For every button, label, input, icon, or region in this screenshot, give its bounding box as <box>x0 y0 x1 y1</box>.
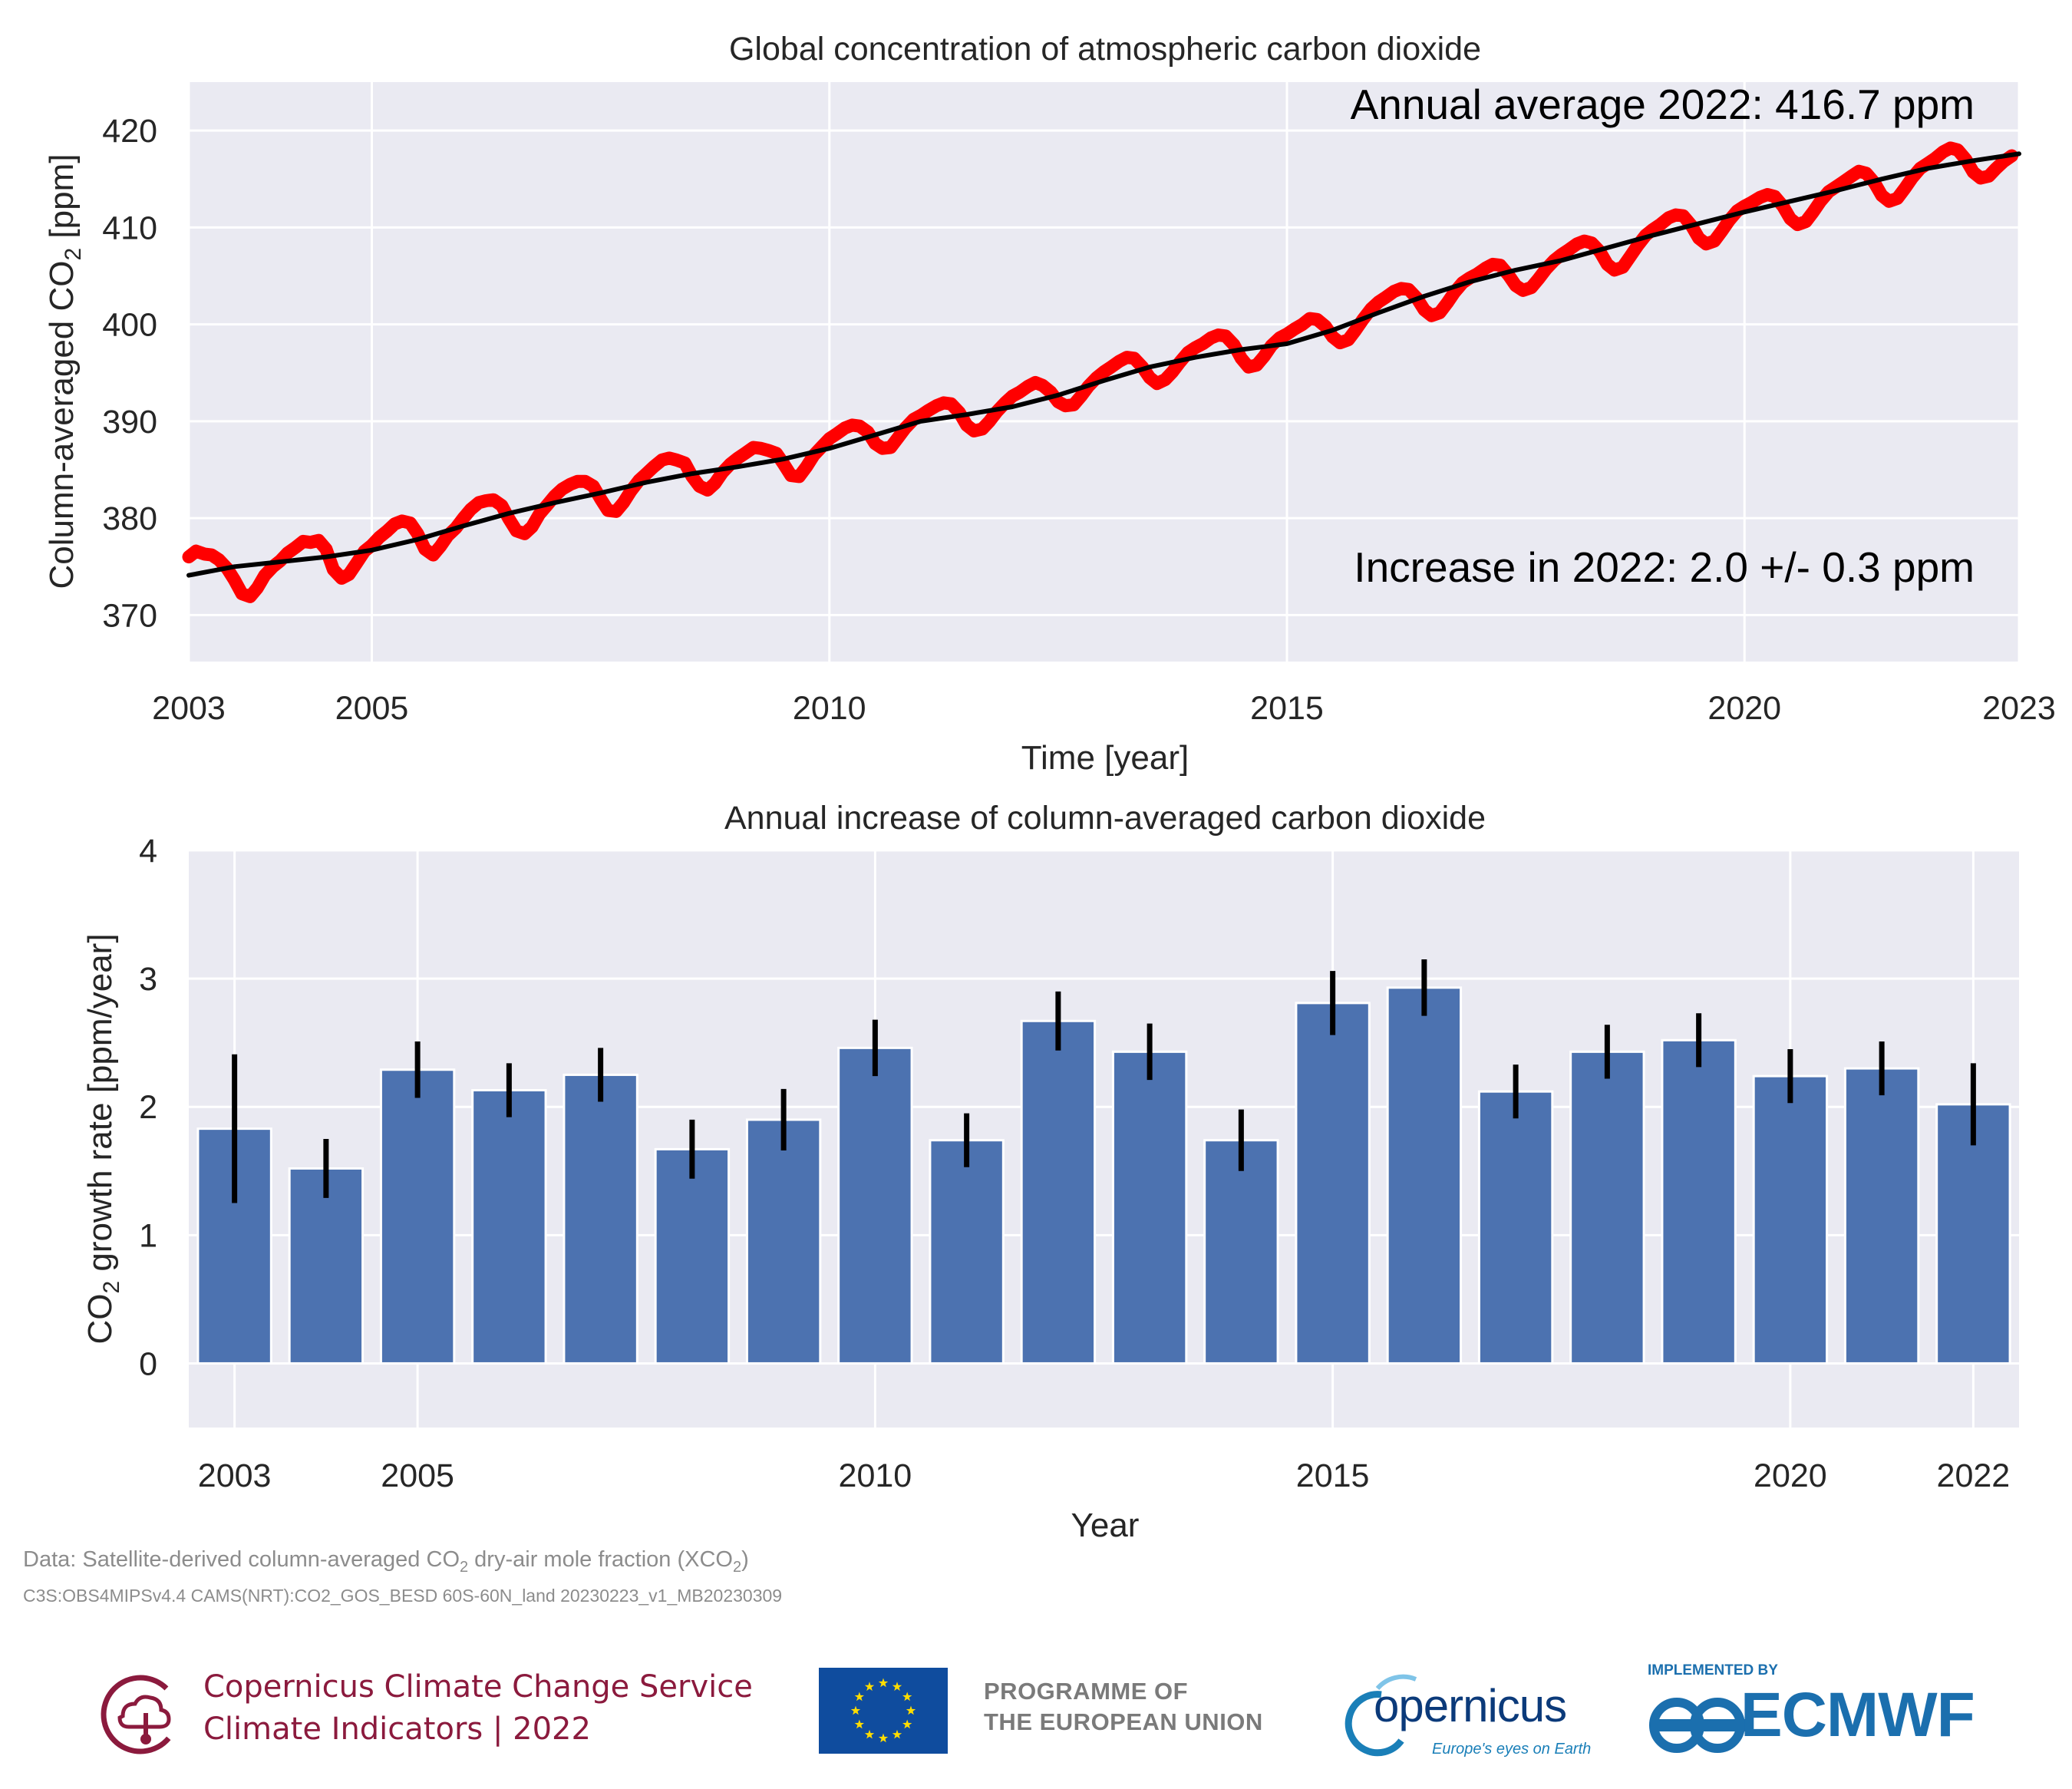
eu-star-icon <box>878 1733 889 1743</box>
data-series <box>182 141 2021 603</box>
x-axis-label: Year <box>1071 1507 1140 1544</box>
bar <box>1477 1090 1554 1365</box>
x-tick-label: 2022 <box>1937 1457 2011 1494</box>
eu-star-icon <box>854 1719 864 1729</box>
y-tick-label: 390 <box>102 404 157 441</box>
eu-flag <box>819 1668 948 1754</box>
copernicus-logo <box>1344 1674 1417 1757</box>
eu-star-icon <box>850 1705 861 1715</box>
eu-star-icon <box>892 1682 902 1692</box>
annotation-increase: Increase in 2022: 2.0 +/- 0.3 ppm <box>1354 543 1975 591</box>
bar <box>1295 1002 1371 1365</box>
monthly-co2-line <box>182 141 2018 603</box>
eu-star-icon <box>892 1729 902 1739</box>
tick-labels: 2003 2005 2010 2015 2020 2022 0 1 2 3 4 <box>139 833 2010 1494</box>
chart-title: Annual increase of column-averaged carbo… <box>724 800 1486 837</box>
bar <box>837 1046 913 1365</box>
y-tick-label: 420 <box>102 113 157 150</box>
eu-star-icon <box>854 1692 864 1702</box>
eu-star-icon <box>902 1692 912 1702</box>
trend-co2-line <box>186 151 2021 578</box>
error-bars <box>232 959 1976 1203</box>
c3s-logo <box>101 1675 180 1754</box>
bar <box>288 1167 365 1365</box>
bar <box>654 1147 731 1365</box>
bar <box>1661 1038 1737 1365</box>
bar <box>379 1068 456 1365</box>
annotation-annual-average: Annual average 2022: 416.7 ppm <box>1351 81 1975 128</box>
bar <box>929 1139 1005 1365</box>
x-tick-label: 2005 <box>335 690 409 727</box>
y-tick-label: 0 <box>139 1345 157 1382</box>
y-tick-label: 2 <box>139 1089 157 1126</box>
bar <box>1020 1019 1097 1365</box>
y-tick-label: 400 <box>102 307 157 344</box>
x-tick-label: 2005 <box>381 1457 454 1494</box>
eu-star-icon <box>878 1678 889 1688</box>
y-tick-label: 3 <box>139 961 157 998</box>
y-axis-label: Column-averaged CO2 [ppm] <box>43 154 86 589</box>
y-tick-label: 4 <box>139 833 157 870</box>
x-tick-label: 2020 <box>1754 1457 1827 1494</box>
growth-rate-chart: 2003 2005 2010 2015 2020 2022 0 1 2 3 4 Annual inc… <box>81 800 2019 1544</box>
bar <box>1752 1074 1829 1365</box>
x-tick-label: 2020 <box>1707 690 1781 727</box>
bars <box>196 986 2011 1365</box>
tick-labels: 2003 2005 2010 2015 2020 2023 370 380 390 400 410 4… <box>102 113 2056 727</box>
x-axis-label: Time [year] <box>1021 739 1189 777</box>
x-tick-label: 2023 <box>1982 690 2056 727</box>
y-tick-label: 1 <box>139 1217 157 1254</box>
eu-star-icon <box>906 1705 916 1715</box>
bar <box>1111 1050 1188 1365</box>
concentration-chart: 2003 2005 2010 2015 2020 2023 370 380 390 400 410 4… <box>43 31 2056 777</box>
y-tick-label: 410 <box>102 210 157 246</box>
bar <box>745 1118 822 1365</box>
plot-area <box>189 850 2019 1428</box>
y-axis-label: CO2 growth rate [ppm/year] <box>81 933 124 1344</box>
eu-star-icon <box>864 1729 875 1739</box>
x-tick-label: 2015 <box>1250 690 1324 727</box>
eu-star-icon <box>864 1682 875 1692</box>
x-tick-label: 2010 <box>839 1457 912 1494</box>
y-tick-label: 380 <box>102 500 157 537</box>
bar <box>1935 1103 2011 1365</box>
bar <box>1386 986 1463 1365</box>
y-tick-label: 370 <box>102 597 157 634</box>
bar <box>1843 1067 1920 1365</box>
bar <box>1569 1050 1645 1365</box>
x-tick-label: 2015 <box>1296 1457 1370 1494</box>
ecmwf-logo <box>1649 1698 1746 1753</box>
x-tick-label: 2003 <box>152 690 226 727</box>
x-tick-label: 2010 <box>793 690 866 727</box>
x-tick-label: 2003 <box>198 1457 272 1494</box>
bar <box>1203 1139 1279 1365</box>
bar <box>471 1088 547 1365</box>
chart-title: Global concentration of atmospheric carb… <box>729 31 1481 68</box>
bar <box>563 1073 638 1365</box>
eu-star-icon <box>902 1719 912 1729</box>
